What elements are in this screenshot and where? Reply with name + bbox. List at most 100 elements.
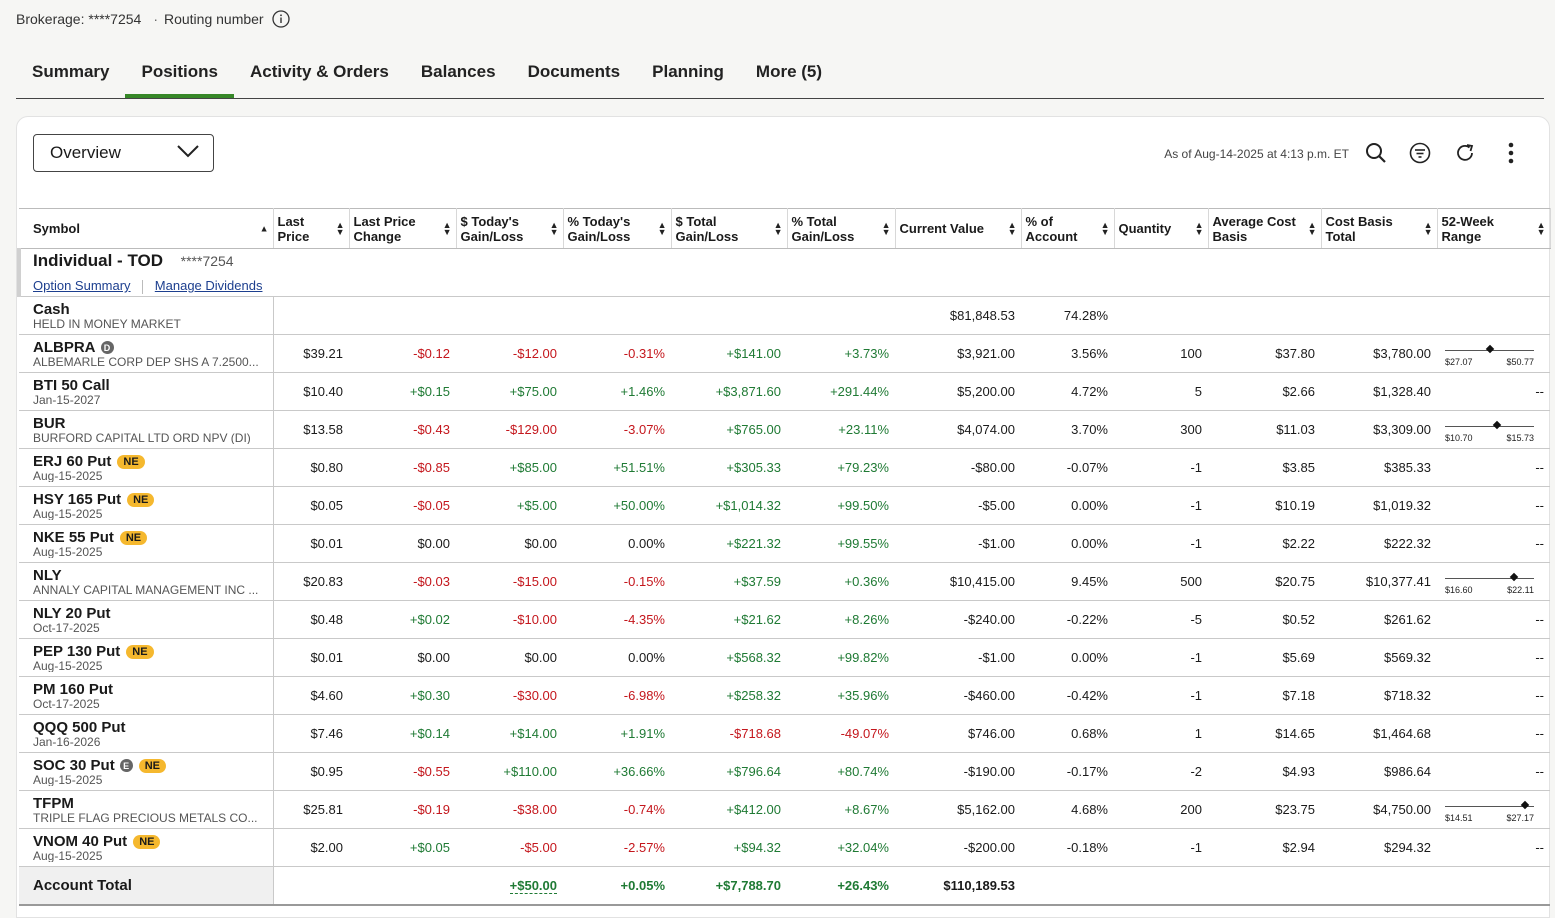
ne-badge: NE <box>138 758 166 773</box>
symbol-name[interactable]: QQQ 500 Put <box>33 718 267 736</box>
option-summary-link[interactable]: Option Summary <box>33 278 131 294</box>
column-header[interactable]: Last Price Change ▲ ▼ <box>349 208 457 249</box>
tab-balances[interactable]: Balances <box>420 62 496 81</box>
column-header[interactable]: Average Cost Basis ▲ ▼ <box>1208 208 1322 249</box>
symbol-cell[interactable]: NKE 55 Put NE Aug-15-2025 <box>19 524 274 563</box>
position-row[interactable]: PEP 130 Put NE Aug-15-2025 $0.01 $0.00 $0.00 0… <box>19 638 1550 677</box>
symbol-name[interactable]: PEP 130 Put NE <box>33 642 267 660</box>
filter-icon[interactable] <box>1408 141 1432 165</box>
view-select[interactable]: Overview <box>33 134 214 172</box>
avg-cost-cell: $5.69 <box>1208 638 1321 677</box>
tab-planning[interactable]: Planning <box>652 62 724 81</box>
symbol-description: ANNALY CAPITAL MANAGEMENT INC ... <box>33 583 259 596</box>
symbol-ticker[interactable]: PEP 130 Put <box>33 642 121 660</box>
symbol-ticker[interactable]: SOC 30 Put <box>33 756 115 774</box>
tab-summary[interactable]: Summary <box>32 62 110 81</box>
column-header[interactable]: Quantity ▲ ▼ <box>1114 208 1209 249</box>
symbol-ticker[interactable]: BUR <box>33 414 66 432</box>
symbol-cell[interactable]: NLY 20 Put Oct-17-2025 <box>19 600 274 639</box>
current-value-cell: $5,200.00 <box>895 372 1021 411</box>
position-row[interactable]: NKE 55 Put NE Aug-15-2025 $0.01 $0.00 $0.00 0.… <box>19 524 1550 563</box>
position-row[interactable]: NLY ANNALY CAPITAL MANAGEMENT INC ... $20.… <box>19 562 1550 601</box>
refresh-icon[interactable] <box>1453 141 1477 165</box>
more-options-icon[interactable] <box>1499 141 1523 165</box>
manage-dividends-link[interactable]: Manage Dividends <box>154 278 263 294</box>
column-header[interactable]: % Total Gain/Loss ▲ ▼ <box>787 208 896 249</box>
symbol-cell[interactable]: NLY ANNALY CAPITAL MANAGEMENT INC ... <box>19 562 274 601</box>
total-today-dollar[interactable]: +$50.00 <box>456 866 563 906</box>
symbol-cell[interactable]: HSY 165 Put NE Aug-15-2025 <box>19 486 274 525</box>
symbol-name[interactable]: TFPM <box>33 794 267 812</box>
symbol-name[interactable]: NLY <box>33 566 267 584</box>
position-row[interactable]: QQQ 500 Put Jan-16-2026 $7.46 +$0.14 +$14.00… <box>19 714 1550 753</box>
symbol-cell[interactable]: PEP 130 Put NE Aug-15-2025 <box>19 638 274 677</box>
today-gain-pct-cell: +1.46% <box>563 372 671 411</box>
current-value-cell: -$5.00 <box>895 486 1021 525</box>
tab-more[interactable]: More (5) <box>755 62 823 81</box>
symbol-cell[interactable]: BUR BURFORD CAPITAL LTD ORD NPV (DI) <box>19 410 274 449</box>
symbol-cell[interactable]: SOC 30 Put E NE Aug-15-2025 <box>19 752 274 791</box>
quantity-cell: -1 <box>1114 524 1208 563</box>
symbol-cell[interactable]: PM 160 Put Oct-17-2025 <box>19 676 274 715</box>
cash-row[interactable]: Cash HELD IN MONEY MARKET $81,848.53 74.… <box>19 296 1550 335</box>
column-header[interactable]: % of Account ▲ ▼ <box>1021 208 1115 249</box>
position-row[interactable]: SOC 30 Put E NE Aug-15-2025 $0.95 -$0.55 +$110… <box>19 752 1550 791</box>
position-row[interactable]: NLY 20 Put Oct-17-2025 $0.48 +$0.02 -$10.00-… <box>19 600 1550 639</box>
column-header[interactable]: $ Today's Gain/Loss ▲ ▼ <box>456 208 564 249</box>
symbol-name[interactable]: NKE 55 Put NE <box>33 528 267 546</box>
symbol-name[interactable]: NLY 20 Put <box>33 604 267 622</box>
account-number: ****7254 <box>180 253 234 270</box>
symbol-ticker[interactable]: BTI 50 Call <box>33 376 110 394</box>
symbol-name[interactable]: PM 160 Put <box>33 680 267 698</box>
symbol-name[interactable]: ERJ 60 Put NE <box>33 452 267 470</box>
symbol-cell[interactable]: QQQ 500 Put Jan-16-2026 <box>19 714 274 753</box>
symbol-ticker[interactable]: NLY 20 Put <box>33 604 111 622</box>
last-price-change-cell: -$0.55 <box>349 752 456 791</box>
symbol-name[interactable]: BUR <box>33 414 267 432</box>
tab-activity-orders[interactable]: Activity & Orders <box>250 62 389 81</box>
current-value-cell: $4,074.00 <box>895 410 1021 449</box>
column-header[interactable]: $ Total Gain/Loss ▲ ▼ <box>671 208 788 249</box>
column-header[interactable]: % Today's Gain/Loss ▲ ▼ <box>563 208 672 249</box>
today-gain-pct-cell: +1.91% <box>563 714 671 753</box>
position-row[interactable]: VNOM 40 Put NE Aug-15-2025 $2.00 +$0.05 -$5.0… <box>19 828 1550 867</box>
column-header[interactable]: Symbol ▲ <box>19 208 274 249</box>
position-row[interactable]: HSY 165 Put NE Aug-15-2025 $0.05 -$0.05 +$5.0… <box>19 486 1550 525</box>
symbol-ticker[interactable]: QQQ 500 Put <box>33 718 126 736</box>
column-header[interactable]: 52-Week Range ▲ ▼ <box>1437 208 1551 249</box>
last-price-change-cell: +$0.05 <box>349 828 456 867</box>
symbol-cell[interactable]: TFPM TRIPLE FLAG PRECIOUS METALS CO... <box>19 790 274 829</box>
symbol-ticker[interactable]: ALBPRA <box>33 338 96 356</box>
position-row[interactable]: ALBPRA D ALBEMARLE CORP DEP SHS A 7.2500..… <box>19 334 1550 373</box>
symbol-cell[interactable]: ALBPRA D ALBEMARLE CORP DEP SHS A 7.2500..… <box>19 334 274 373</box>
symbol-ticker[interactable]: ERJ 60 Put <box>33 452 112 470</box>
position-row[interactable]: BUR BURFORD CAPITAL LTD ORD NPV (DI) $13.5… <box>19 410 1550 449</box>
symbol-name[interactable]: BTI 50 Call <box>33 376 267 394</box>
tab-documents[interactable]: Documents <box>527 62 621 81</box>
symbol-ticker[interactable]: TFPM <box>33 794 74 812</box>
position-row[interactable]: TFPM TRIPLE FLAG PRECIOUS METALS CO... $25… <box>19 790 1550 829</box>
routing-number-link[interactable]: Routing number <box>163 11 264 27</box>
column-header[interactable]: Current Value ▲ ▼ <box>895 208 1022 249</box>
symbol-name[interactable]: VNOM 40 Put NE <box>33 832 267 850</box>
info-icon[interactable] <box>271 10 290 28</box>
symbol-ticker[interactable]: NKE 55 Put <box>33 528 114 546</box>
symbol-name[interactable]: SOC 30 Put E NE <box>33 756 267 774</box>
symbol-name[interactable]: HSY 165 Put NE <box>33 490 267 508</box>
total-gain-dollar-cell: +$305.33 <box>671 448 787 487</box>
symbol-cell[interactable]: BTI 50 Call Jan-15-2027 <box>19 372 274 411</box>
symbol-ticker[interactable]: HSY 165 Put <box>33 490 122 508</box>
symbol-ticker[interactable]: VNOM 40 Put <box>33 832 128 850</box>
search-icon[interactable] <box>1364 141 1388 165</box>
symbol-cell[interactable]: ERJ 60 Put NE Aug-15-2025 <box>19 448 274 487</box>
symbol-name[interactable]: ALBPRA D <box>33 338 267 356</box>
symbol-ticker[interactable]: PM 160 Put <box>33 680 114 698</box>
position-row[interactable]: ERJ 60 Put NE Aug-15-2025 $0.80 -$0.85 +$85.0… <box>19 448 1550 487</box>
tab-positions[interactable]: Positions <box>125 50 234 98</box>
column-header[interactable]: Cost Basis Total ▲ ▼ <box>1321 208 1438 249</box>
symbol-cell[interactable]: VNOM 40 Put NE Aug-15-2025 <box>19 828 274 867</box>
position-row[interactable]: BTI 50 Call Jan-15-2027 $10.40 +$0.15 +$75.0… <box>19 372 1550 411</box>
symbol-ticker[interactable]: NLY <box>33 566 62 584</box>
position-row[interactable]: PM 160 Put Oct-17-2025 $4.60 +$0.30 -$30.00-… <box>19 676 1550 715</box>
column-header[interactable]: Last Price ▲ ▼ <box>273 208 350 249</box>
